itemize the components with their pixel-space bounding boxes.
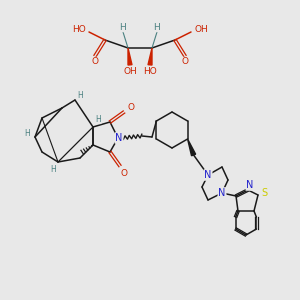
- Text: OH: OH: [123, 67, 137, 76]
- Text: H: H: [154, 22, 160, 32]
- Text: OH: OH: [194, 26, 208, 34]
- Text: O: O: [92, 58, 98, 67]
- Text: HO: HO: [72, 26, 86, 34]
- Text: H: H: [24, 130, 30, 139]
- Text: O: O: [182, 58, 188, 67]
- Text: N: N: [204, 170, 212, 180]
- Polygon shape: [188, 139, 196, 156]
- Text: O: O: [128, 103, 134, 112]
- Text: H: H: [77, 91, 83, 100]
- Text: H: H: [50, 166, 56, 175]
- Text: S: S: [261, 188, 267, 198]
- Polygon shape: [148, 48, 152, 65]
- Text: O: O: [121, 169, 128, 178]
- Polygon shape: [128, 48, 132, 65]
- Text: N: N: [246, 180, 254, 190]
- Text: H: H: [120, 22, 126, 32]
- Text: N: N: [115, 133, 123, 143]
- Text: N: N: [218, 188, 226, 198]
- Text: HO: HO: [143, 67, 157, 76]
- Text: H: H: [95, 115, 101, 124]
